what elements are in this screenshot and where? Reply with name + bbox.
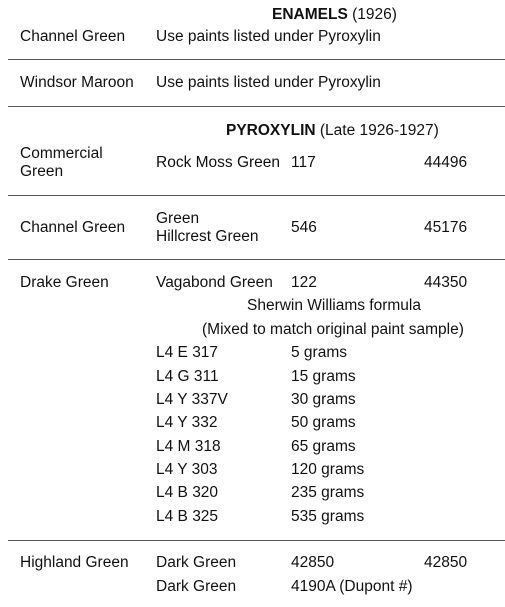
formula-item-amount: 5 grams xyxy=(291,344,347,361)
pyroxylin-row-color: Channel Green xyxy=(20,219,126,236)
pyroxylin-row-code: 546 xyxy=(291,219,317,236)
enamels-heading-bold: ENAMELS xyxy=(272,6,348,23)
pyroxylin-row-color: Commercial xyxy=(20,145,103,162)
enamels-heading-year: (1926) xyxy=(347,6,397,23)
enamels-row-color: Channel Green xyxy=(20,28,126,45)
formula-item-code: L4 M 318 xyxy=(156,438,221,455)
formula-item-amount: 235 grams xyxy=(291,484,365,501)
highland-row-code: 42850 xyxy=(291,554,335,571)
formula-title: Sherwin Williams formula xyxy=(247,297,421,314)
divider xyxy=(8,106,505,107)
formula-subtitle: (Mixed to match original paint sample) xyxy=(202,321,464,338)
pyroxylin-row-number: 45176 xyxy=(424,219,468,236)
divider xyxy=(8,195,505,196)
formula-item-amount: 65 grams xyxy=(291,438,356,455)
formula-item-amount: 535 grams xyxy=(291,508,365,525)
pyroxylin-row-paint: Rock Moss Green xyxy=(156,154,281,171)
pyroxylin-heading: PYROXYLIN (Late 1926-1927) xyxy=(226,122,439,140)
formula-item-code: L4 B 320 xyxy=(156,484,219,501)
highland-row-paint: Dark Green xyxy=(156,554,237,571)
pyroxylin-row-code: 122 xyxy=(291,274,317,291)
formula-item-code: L4 E 317 xyxy=(156,344,219,361)
enamels-row-note: Use paints listed under Pyroxylin xyxy=(156,74,381,91)
formula-item-code: L4 Y 303 xyxy=(156,461,218,478)
pyroxylin-row-number: 44350 xyxy=(424,274,468,291)
highland-color: Highland Green xyxy=(20,554,129,571)
formula-item-amount: 30 grams xyxy=(291,391,356,408)
formula-item-amount: 15 grams xyxy=(291,368,356,385)
formula-item-code: L4 B 325 xyxy=(156,508,219,525)
pyroxylin-heading-bold: PYROXYLIN xyxy=(226,122,316,139)
formula-item-code: L4 Y 332 xyxy=(156,414,218,431)
highland-row-code: 4190A (Dupont #) xyxy=(291,578,413,595)
pyroxylin-row-number: 44496 xyxy=(424,154,468,171)
enamels-row-note: Use paints listed under Pyroxylin xyxy=(156,28,381,45)
formula-item-code: L4 G 311 xyxy=(156,368,219,385)
divider xyxy=(8,259,505,260)
enamels-heading: ENAMELS (1926) xyxy=(272,6,397,24)
highland-row-number: 42850 xyxy=(424,554,468,571)
pyroxylin-row-color: Drake Green xyxy=(20,274,109,291)
divider xyxy=(8,540,505,541)
formula-item-code: L4 Y 337V xyxy=(156,391,228,408)
divider xyxy=(8,59,505,60)
pyroxylin-row-paint: Hillcrest Green xyxy=(156,228,259,245)
pyroxylin-heading-year: (Late 1926-1927) xyxy=(315,122,439,139)
enamels-row-color: Windsor Maroon xyxy=(20,74,134,91)
pyroxylin-row-code: 117 xyxy=(291,154,316,171)
pyroxylin-row-color: Green xyxy=(20,163,64,180)
highland-row-paint: Dark Green xyxy=(156,578,237,595)
formula-item-amount: 120 grams xyxy=(291,461,365,478)
pyroxylin-row-paint: Green xyxy=(156,210,200,227)
formula-item-amount: 50 grams xyxy=(291,414,356,431)
pyroxylin-row-paint: Vagabond Green xyxy=(156,274,273,291)
